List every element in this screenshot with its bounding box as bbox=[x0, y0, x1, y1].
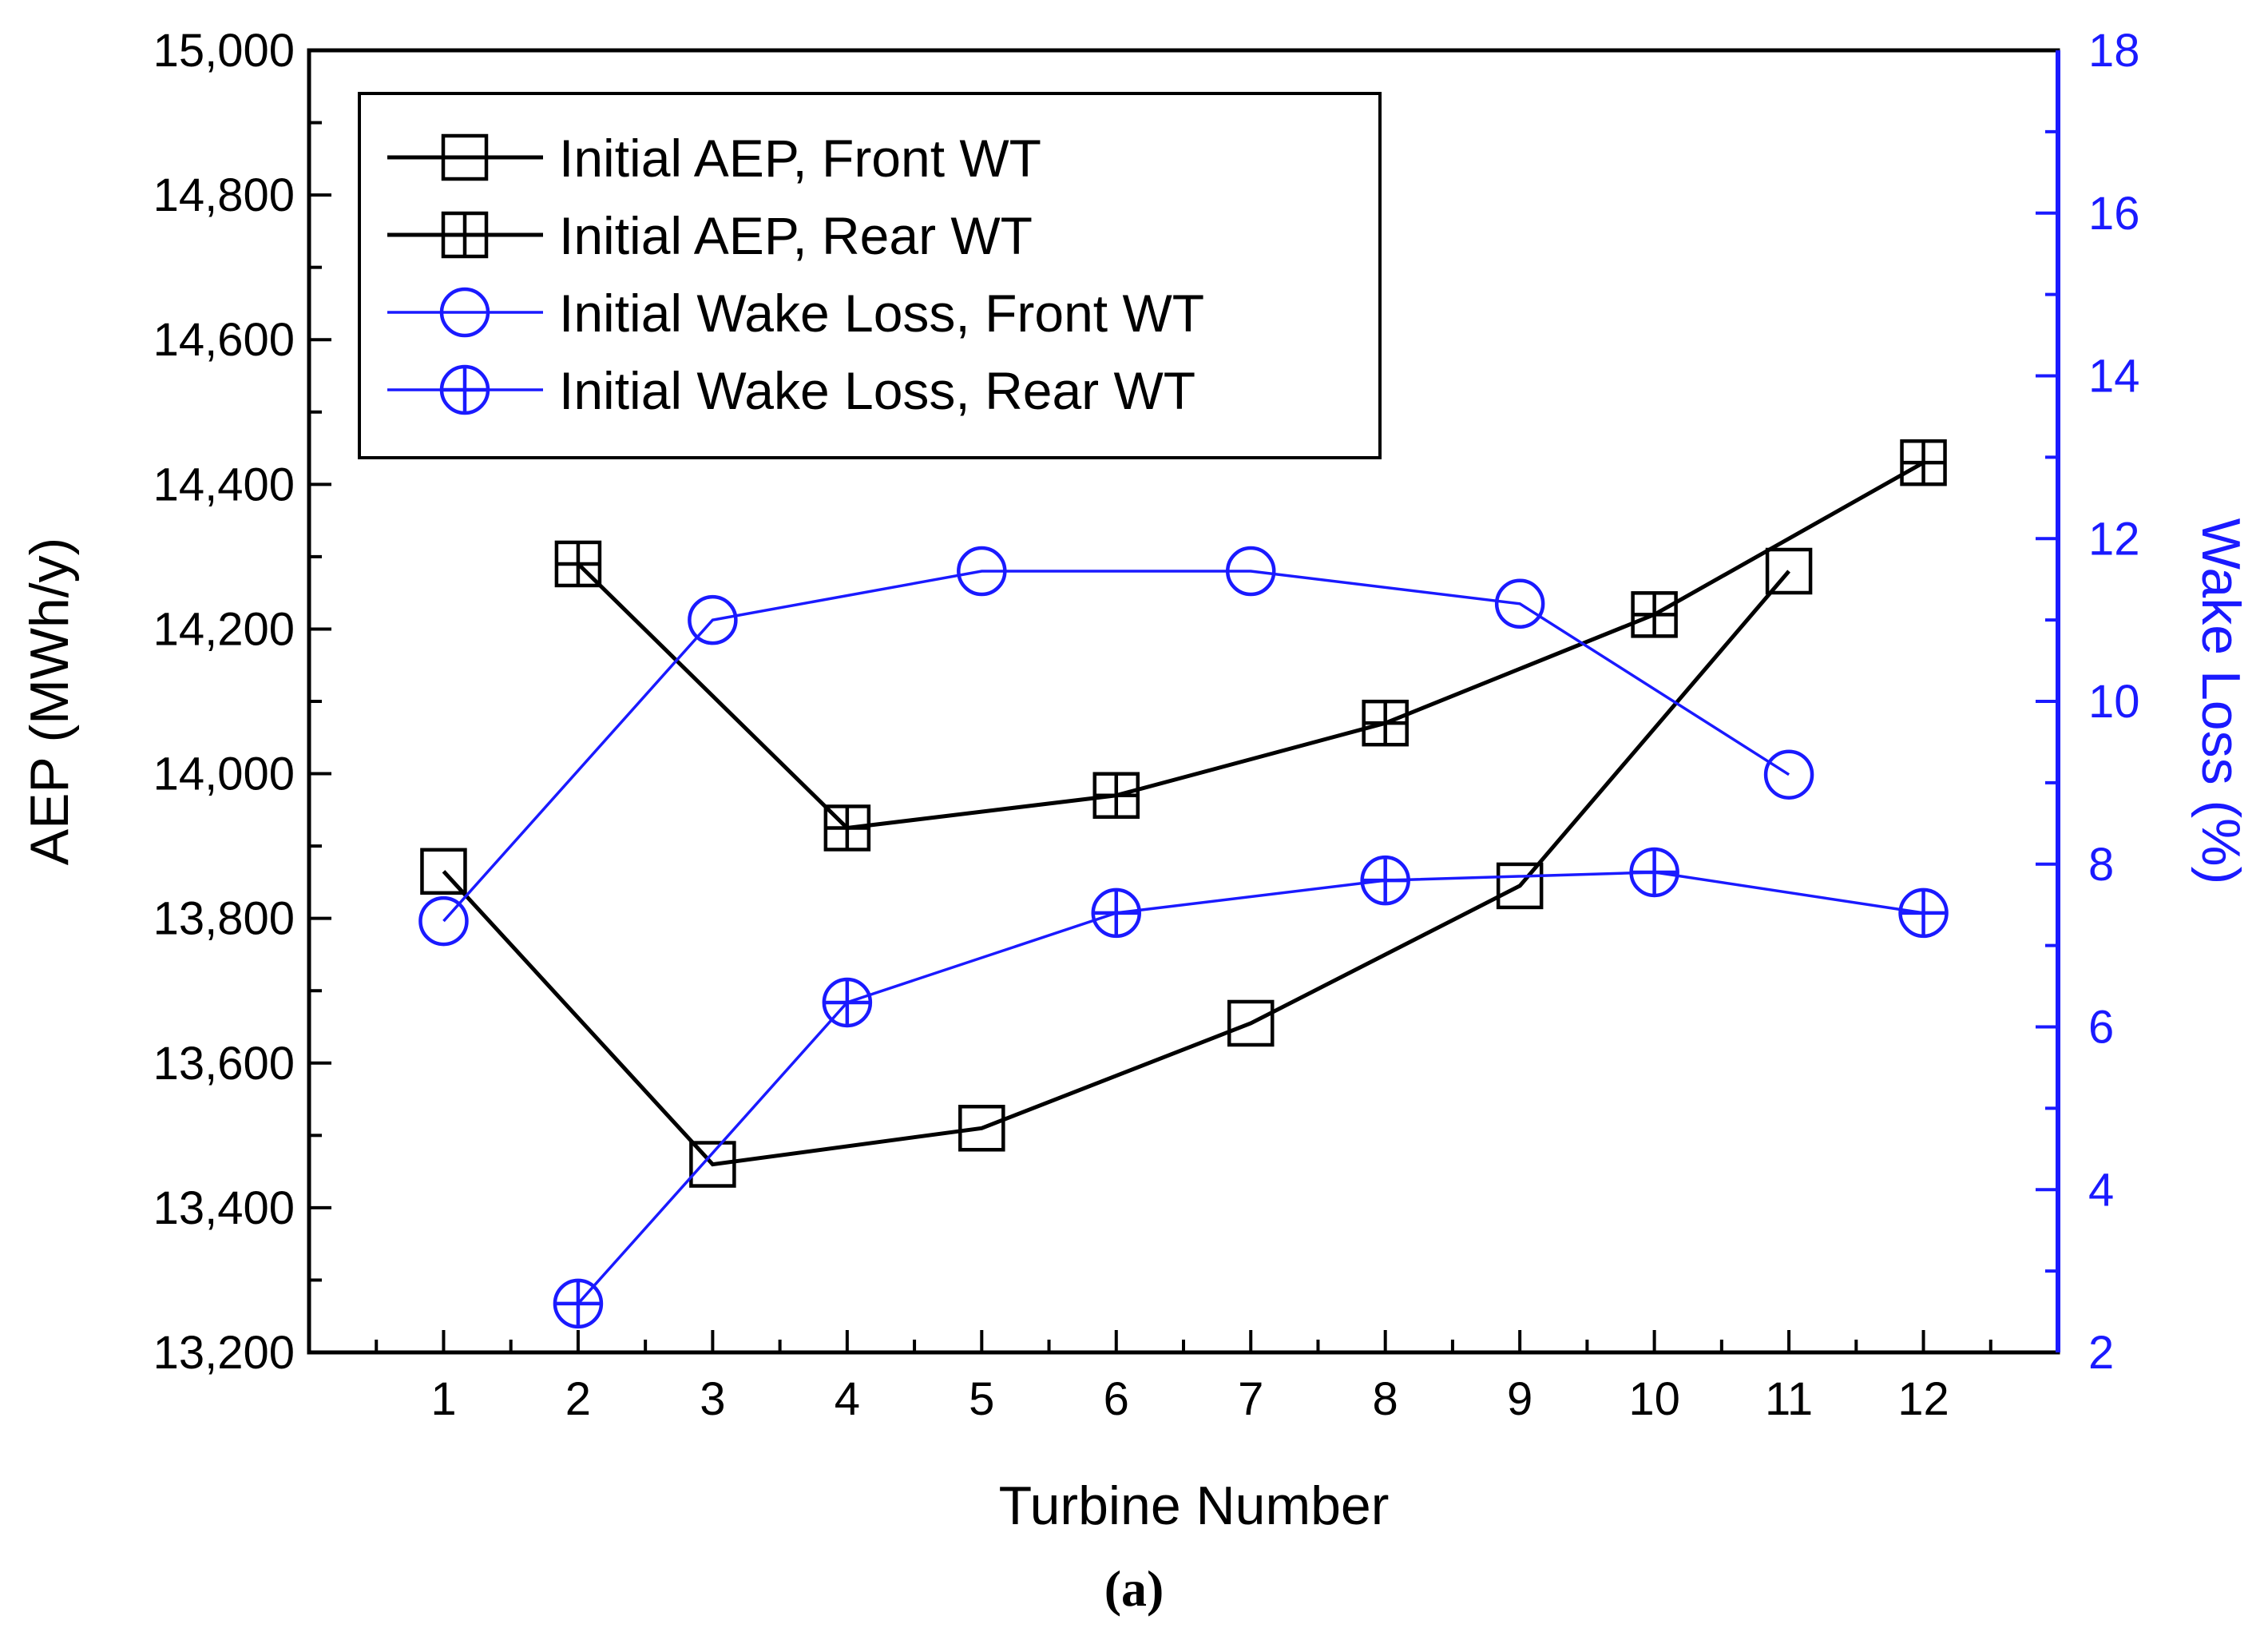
figure-caption: (a) bbox=[1104, 1560, 1164, 1617]
right-tick-label: 10 bbox=[2088, 676, 2140, 728]
data-point bbox=[1629, 847, 1679, 898]
x-tick-label: 11 bbox=[1765, 1373, 1813, 1425]
right-tick-label: 16 bbox=[2088, 188, 2140, 240]
x-tick-label: 8 bbox=[1373, 1373, 1398, 1425]
marker-circle bbox=[688, 594, 738, 645]
legend-marker bbox=[441, 211, 489, 259]
marker-circle bbox=[439, 287, 490, 338]
x-tick-label: 1 bbox=[430, 1373, 456, 1425]
x-tick-label: 3 bbox=[700, 1373, 725, 1425]
data-point bbox=[553, 1278, 604, 1329]
legend-marker bbox=[439, 287, 490, 338]
series-4 bbox=[553, 847, 1949, 1329]
legend-item: Initial Wake Loss, Front WT bbox=[387, 284, 1204, 343]
marker-circle bbox=[1494, 578, 1545, 629]
legend-label: Initial AEP, Rear WT bbox=[559, 206, 1033, 265]
data-point bbox=[1765, 547, 1813, 595]
x-tick-label: 5 bbox=[969, 1373, 994, 1425]
x-tick-label: 12 bbox=[1897, 1373, 1949, 1425]
marker-square bbox=[958, 1105, 1005, 1152]
legend-label: Initial Wake Loss, Rear WT bbox=[559, 361, 1195, 420]
data-point bbox=[822, 977, 873, 1028]
left-tick-label: 14,600 bbox=[153, 314, 295, 366]
left-tick-label: 13,600 bbox=[153, 1038, 295, 1090]
x-tick-label: 4 bbox=[835, 1373, 860, 1425]
x-tick-label: 6 bbox=[1104, 1373, 1129, 1425]
series-3 bbox=[418, 546, 1814, 947]
legend-item: Initial Wake Loss, Rear WT bbox=[387, 361, 1195, 420]
right-tick-label: 2 bbox=[2088, 1327, 2114, 1379]
y-axis-title-right: Wake Loss (%) bbox=[2191, 518, 2251, 884]
left-tick-label: 15,000 bbox=[153, 25, 295, 77]
series-1 bbox=[420, 547, 1813, 1188]
left-tick-label: 13,800 bbox=[153, 893, 295, 945]
left-tick-label: 14,800 bbox=[153, 169, 295, 221]
right-tick-label: 8 bbox=[2088, 839, 2114, 891]
data-point bbox=[823, 804, 871, 852]
marker-square bbox=[1227, 999, 1275, 1047]
marker-square bbox=[1496, 862, 1544, 910]
right-tick-label: 6 bbox=[2088, 1002, 2114, 1054]
legend-marker bbox=[439, 364, 490, 415]
left-tick-label: 14,400 bbox=[153, 459, 295, 510]
marker-square bbox=[689, 1141, 736, 1188]
data-point bbox=[958, 1105, 1005, 1152]
legend: Initial AEP, Front WT Initial AEP, Rear W… bbox=[358, 92, 1382, 459]
left-tick-label: 13,200 bbox=[153, 1327, 295, 1379]
marker-circle bbox=[1763, 749, 1814, 800]
data-point bbox=[554, 540, 602, 588]
data-point bbox=[1362, 699, 1409, 747]
data-point bbox=[1631, 591, 1678, 638]
data-point bbox=[957, 546, 1007, 597]
legend-label: Initial AEP, Front WT bbox=[559, 129, 1041, 188]
marker-square bbox=[441, 133, 489, 181]
marker-circle bbox=[418, 895, 469, 947]
data-point bbox=[1898, 887, 1949, 939]
right-tick-label: 14 bbox=[2088, 351, 2140, 403]
data-point bbox=[418, 895, 469, 947]
marker-circle bbox=[1225, 546, 1276, 597]
series-layer bbox=[418, 439, 1949, 1329]
tick-labels-layer: 13,200 13,400 13,600 13,800 14,000 14,200 14,4… bbox=[153, 25, 2140, 1425]
right-tick-label: 12 bbox=[2088, 513, 2140, 565]
marker-circle bbox=[957, 546, 1007, 597]
right-tick-label: 4 bbox=[2088, 1164, 2114, 1216]
left-tick-label: 14,200 bbox=[153, 603, 295, 655]
x-tick-label: 9 bbox=[1507, 1373, 1532, 1425]
data-point bbox=[1360, 855, 1410, 906]
data-point bbox=[420, 848, 467, 895]
legend-box bbox=[358, 92, 1382, 459]
data-point bbox=[1763, 749, 1814, 800]
left-tick-label: 14,000 bbox=[153, 748, 295, 800]
data-point bbox=[1494, 578, 1545, 629]
legend-item: Initial AEP, Front WT bbox=[387, 129, 1041, 188]
x-tick-label: 10 bbox=[1628, 1373, 1680, 1425]
series-2 bbox=[554, 439, 1947, 852]
data-point bbox=[1227, 999, 1275, 1047]
x-tick-label: 7 bbox=[1238, 1373, 1263, 1425]
series-line bbox=[577, 871, 1924, 1305]
legend-marker bbox=[441, 133, 489, 181]
data-point bbox=[1091, 887, 1142, 939]
marker-square bbox=[420, 848, 467, 895]
data-point bbox=[1092, 772, 1140, 819]
legend-label: Initial Wake Loss, Front WT bbox=[559, 284, 1204, 343]
data-point bbox=[1496, 862, 1544, 910]
series-line bbox=[442, 570, 1790, 1167]
data-point bbox=[689, 1141, 736, 1188]
x-tick-label: 2 bbox=[565, 1373, 591, 1425]
data-point bbox=[1225, 546, 1276, 597]
x-axis-title: Turbine Number bbox=[999, 1475, 1390, 1536]
data-point bbox=[688, 594, 738, 645]
series-line bbox=[442, 570, 1790, 923]
marker-square bbox=[1765, 547, 1813, 595]
right-tick-label: 18 bbox=[2088, 25, 2140, 77]
data-point bbox=[1900, 439, 1947, 486]
legend-item: Initial AEP, Rear WT bbox=[387, 206, 1033, 265]
left-tick-label: 13,400 bbox=[153, 1182, 295, 1234]
y-axis-title-left: AEP (MWh/y) bbox=[19, 538, 80, 866]
series-line bbox=[577, 461, 1925, 831]
